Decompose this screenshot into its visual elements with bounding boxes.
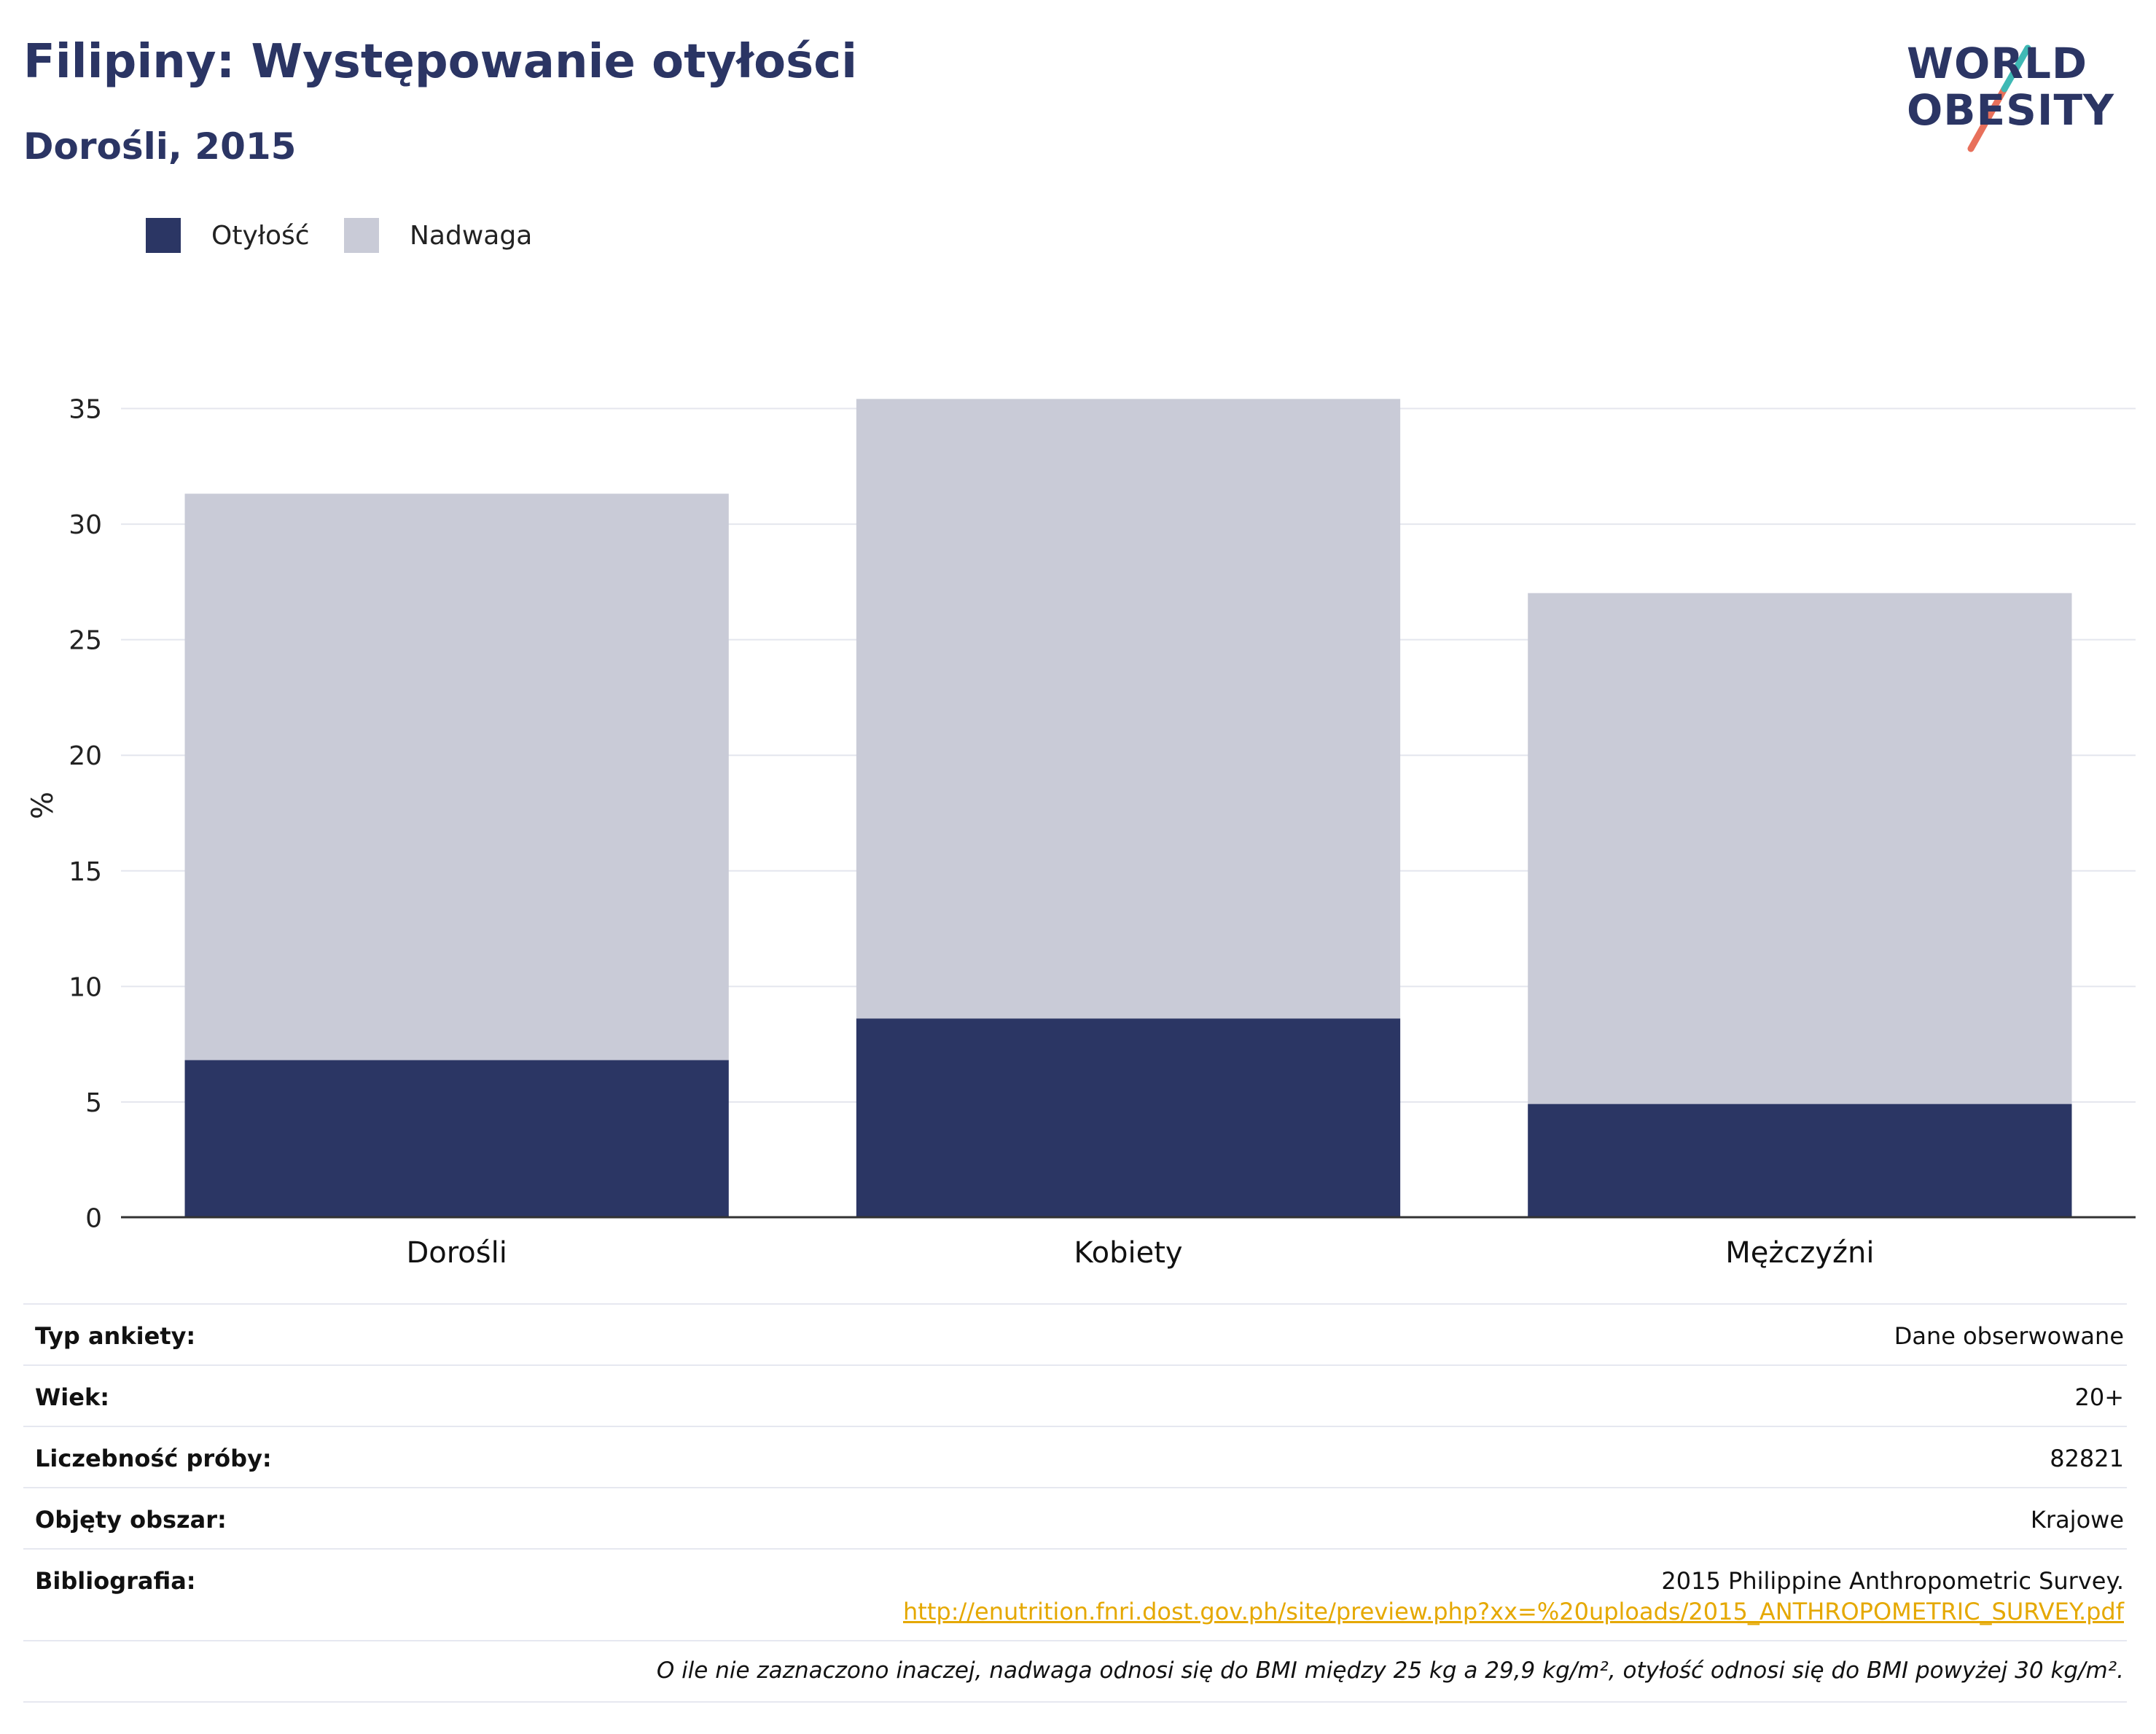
legend-item-obesity: Otyłość xyxy=(146,217,310,254)
y-tick-label: 0 xyxy=(85,1204,102,1234)
chart-title: Filipiny: Występowanie otyłości xyxy=(23,35,858,89)
info-value: 82821 xyxy=(2050,1445,2124,1472)
y-tick-label: 5 xyxy=(85,1088,102,1118)
bar-overweight xyxy=(856,399,1401,1019)
legend-label-obesity: Otyłość xyxy=(211,220,310,251)
y-tick-label: 25 xyxy=(69,626,102,656)
bar-obesity xyxy=(184,1060,729,1217)
info-label: Liczebność próby: xyxy=(35,1445,272,1472)
info-value: Dane obserwowane xyxy=(1894,1322,2124,1350)
y-tick-label: 15 xyxy=(69,857,102,887)
survey-info-table: Typ ankiety: Dane obserwowane Wiek: 20+ … xyxy=(23,1303,2127,1703)
logo-text-world: WORLD xyxy=(1907,39,2088,88)
logo-slash-icon xyxy=(1967,44,2031,152)
info-label: Wiek: xyxy=(35,1383,110,1411)
x-tick-label: Kobiety xyxy=(1074,1236,1182,1270)
info-value: Krajowe xyxy=(2030,1506,2124,1534)
legend-item-overweight: Nadwaga xyxy=(344,217,532,254)
x-tick-label: Dorośli xyxy=(406,1236,507,1270)
info-row-sample-size: Liczebność próby: 82821 xyxy=(23,1426,2127,1487)
info-value: 20+ xyxy=(2074,1383,2124,1411)
info-value: 2015 Philippine Anthropometric Survey. xyxy=(1661,1567,2124,1595)
footnote-row: O ile nie zaznaczono inaczej, nadwaga od… xyxy=(23,1640,2127,1703)
y-tick-label: 10 xyxy=(69,972,102,1002)
x-tick-label: Mężczyźni xyxy=(1725,1236,1874,1270)
info-label: Objęty obszar: xyxy=(35,1506,227,1534)
bibliography-link[interactable]: http://enutrition.fnri.dost.gov.ph/site/… xyxy=(903,1598,2124,1625)
info-row-age: Wiek: 20+ xyxy=(23,1364,2127,1426)
legend-swatch-overweight xyxy=(344,218,379,253)
y-tick-label: 35 xyxy=(69,395,102,425)
chart-subtitle: Dorośli, 2015 xyxy=(23,125,297,168)
bar-obesity xyxy=(856,1018,1401,1217)
logo-text-obesity: OBESITY xyxy=(1907,85,2115,135)
bar-obesity xyxy=(1528,1104,2072,1217)
info-row-survey-type: Typ ankiety: Dane obserwowane xyxy=(23,1303,2127,1364)
bar-overweight xyxy=(184,493,729,1061)
world-obesity-logo: WORLD OBESITY xyxy=(1895,22,2143,153)
info-row-bibliography: Bibliografia: 2015 Philippine Anthropome… xyxy=(23,1548,2127,1640)
info-row-area: Objęty obszar: Krajowe xyxy=(23,1487,2127,1548)
footnote-text: O ile nie zaznaczono inaczej, nadwaga od… xyxy=(656,1657,2124,1684)
y-tick-label: 30 xyxy=(69,510,102,540)
bar-chart: 0 5 10 15 20 25 30 35% Dorośli Kobiety Mężczyźni xyxy=(26,395,2136,1270)
legend-swatch-obesity xyxy=(146,218,181,253)
legend-label-overweight: Nadwaga xyxy=(410,220,533,251)
bar-overweight xyxy=(1528,593,2072,1104)
y-tick-label: 20 xyxy=(69,741,102,771)
info-label: Typ ankiety: xyxy=(35,1322,196,1350)
info-label: Bibliografia: xyxy=(35,1567,196,1595)
y-axis-label: % xyxy=(26,792,60,819)
